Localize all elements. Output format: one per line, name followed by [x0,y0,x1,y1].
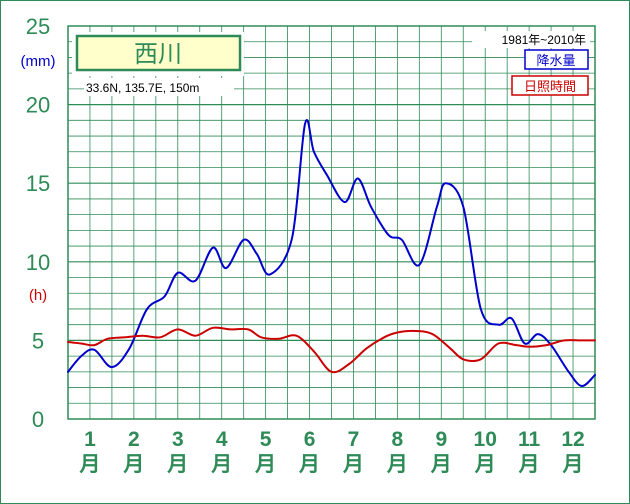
legend-precip: 降水量 [536,54,575,69]
x-tick-suffix: 月 [430,452,452,476]
chart-title: 西川 [134,40,182,68]
x-tick-label: 8 [392,428,404,451]
sun-unit-label: (h) [29,287,47,304]
location-label: 33.6N, 135.7E, 150m [86,81,199,95]
legend-precip-box [524,49,589,70]
x-tick-label: 6 [304,428,316,451]
x-tick-label: 5 [260,428,272,451]
x-tick-label: 11 [518,428,541,451]
x-tick-label: 10 [474,428,497,451]
x-tick-label: 9 [435,428,447,451]
x-tick-label: 7 [348,428,360,451]
series [67,119,596,387]
title-box [75,34,242,72]
x-tick-label: 1 [84,428,96,451]
y-tick-label: 25 [26,14,50,39]
x-tick-suffix: 月 [474,452,496,476]
precip-line [67,119,596,387]
legend-sun: 日照時間 [524,80,576,95]
precip-unit-label: (mm) [21,53,56,70]
y-tick-label: 5 [32,328,44,353]
grid [68,26,595,419]
x-tick-suffix: 月 [518,452,540,476]
x-tick-label: 4 [216,428,228,451]
y-tick-label: 15 [26,171,50,196]
legend-sun-box [511,75,589,96]
period-mask [472,31,590,48]
x-tick-suffix: 月 [298,452,320,476]
x-tick-suffix: 月 [342,452,364,476]
x-tick-suffix: 月 [254,452,276,476]
x-tick-suffix: 月 [562,452,584,476]
x-tick-label: 2 [128,428,140,451]
x-tick-label: 12 [561,428,584,451]
y-tick-label: 0 [32,407,44,432]
y-axis-ticks: 0 5 10 15 20 25 [26,14,50,432]
x-tick-label: 3 [172,428,184,451]
x-tick-suffix: 月 [386,452,408,476]
x-tick-suffix: 月 [166,452,188,476]
x-tick-suffix: 月 [78,452,100,476]
y-tick-label: 10 [26,250,50,275]
y-tick-label: 20 [26,93,50,118]
x-tick-suffix: 月 [210,452,232,476]
x-tick-suffix: 月 [122,452,144,476]
sunshine-line [67,326,596,374]
legend: 降水量 日照時間 [511,49,589,96]
location-mask [84,78,234,96]
period-label: 1981年~2010年 [502,33,586,47]
